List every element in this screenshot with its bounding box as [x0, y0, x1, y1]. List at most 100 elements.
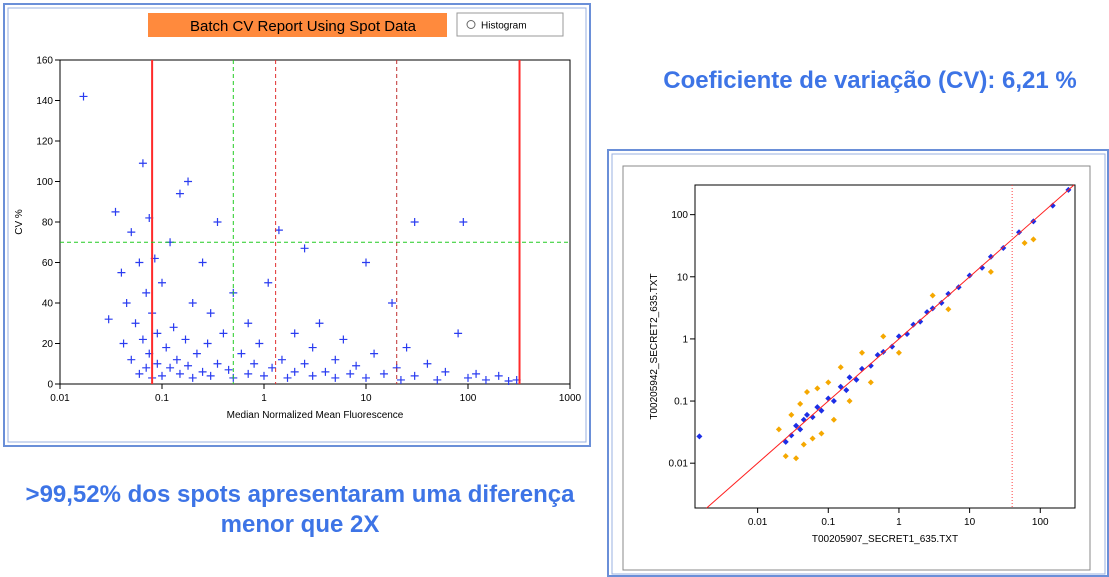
y-tick-label: 1 — [682, 334, 688, 345]
point — [472, 369, 481, 378]
y-tick-label: 0 — [47, 380, 53, 391]
point — [308, 343, 317, 352]
point — [880, 333, 887, 340]
caption-top: Coeficiente de variação (CV): 6,21 % — [663, 67, 1077, 94]
point — [775, 426, 782, 433]
x-tick-label: 10 — [360, 393, 372, 404]
y-tick-label: 60 — [42, 258, 54, 269]
point — [782, 453, 789, 460]
point — [331, 355, 340, 364]
chart-title: Batch CV Report Using Spot Data — [190, 18, 417, 35]
radio-button[interactable] — [466, 20, 476, 29]
point — [255, 339, 264, 348]
point — [924, 309, 931, 316]
point — [188, 299, 197, 307]
point — [809, 435, 816, 442]
point — [184, 361, 193, 370]
point — [454, 329, 463, 338]
point — [843, 387, 850, 394]
point — [800, 441, 807, 448]
point — [274, 226, 283, 235]
point — [224, 365, 233, 374]
point — [172, 355, 181, 364]
point — [175, 369, 184, 378]
y-tick-label: 140 — [36, 96, 53, 107]
point — [504, 376, 513, 385]
point — [142, 363, 151, 372]
point — [464, 373, 472, 382]
y-tick-label: 0.01 — [669, 459, 689, 470]
point — [111, 207, 120, 216]
point — [315, 319, 324, 328]
point — [117, 268, 126, 277]
point — [122, 299, 131, 307]
point — [352, 361, 361, 370]
point — [788, 432, 795, 439]
point — [804, 388, 811, 395]
point — [198, 258, 207, 267]
y-tick-label: 80 — [42, 218, 54, 229]
y-axis-label: CV % — [14, 209, 25, 235]
x-tick-label: 1 — [261, 393, 267, 404]
y-axis-label: T00205942_SECRET2_635.TXT — [649, 273, 660, 419]
point — [867, 362, 874, 369]
histogram-option[interactable] — [456, 12, 564, 37]
point — [127, 355, 136, 364]
point — [797, 426, 804, 433]
point — [277, 355, 286, 364]
point — [206, 309, 215, 318]
point — [300, 359, 309, 368]
point — [153, 329, 162, 338]
point — [917, 318, 924, 325]
point — [104, 315, 113, 324]
point — [481, 375, 490, 384]
y-tick-label: 120 — [36, 137, 53, 148]
point — [131, 319, 140, 328]
point — [880, 348, 887, 355]
x-tick-label: 100 — [1032, 517, 1049, 528]
point — [423, 359, 432, 368]
point — [138, 335, 147, 344]
point — [895, 349, 902, 356]
point — [331, 373, 340, 382]
point — [867, 379, 874, 386]
point — [830, 398, 837, 405]
point — [814, 404, 821, 411]
point — [181, 335, 190, 344]
point — [213, 218, 222, 226]
point — [153, 359, 162, 368]
point — [268, 363, 277, 372]
histogram-label[interactable]: Histogram — [481, 21, 527, 32]
point — [379, 369, 388, 378]
point — [459, 218, 468, 226]
point — [804, 411, 811, 418]
point — [858, 349, 865, 356]
panel-frame-inner — [7, 7, 587, 443]
panel-frame-inner — [611, 153, 1106, 575]
point — [987, 253, 994, 260]
point — [1021, 239, 1028, 246]
point — [339, 335, 348, 344]
point — [308, 371, 317, 380]
point — [300, 244, 309, 253]
point — [203, 339, 212, 348]
point — [192, 349, 201, 358]
point — [135, 258, 144, 267]
point — [388, 299, 397, 307]
y-tick-label: 100 — [671, 210, 688, 221]
x-tick-label: 0.1 — [821, 517, 835, 528]
point — [846, 374, 853, 381]
point — [793, 422, 800, 429]
point — [362, 258, 370, 267]
point — [441, 367, 450, 376]
y-tick-label: 40 — [42, 299, 54, 310]
point — [793, 455, 800, 462]
point — [1049, 202, 1056, 209]
caption-bottom: >99,52% dos spots apresentaram uma difer… — [25, 481, 575, 538]
point — [945, 306, 952, 313]
identity-line — [706, 184, 1075, 509]
point — [244, 369, 253, 378]
point — [138, 159, 147, 168]
point — [818, 430, 825, 437]
point — [79, 92, 88, 101]
